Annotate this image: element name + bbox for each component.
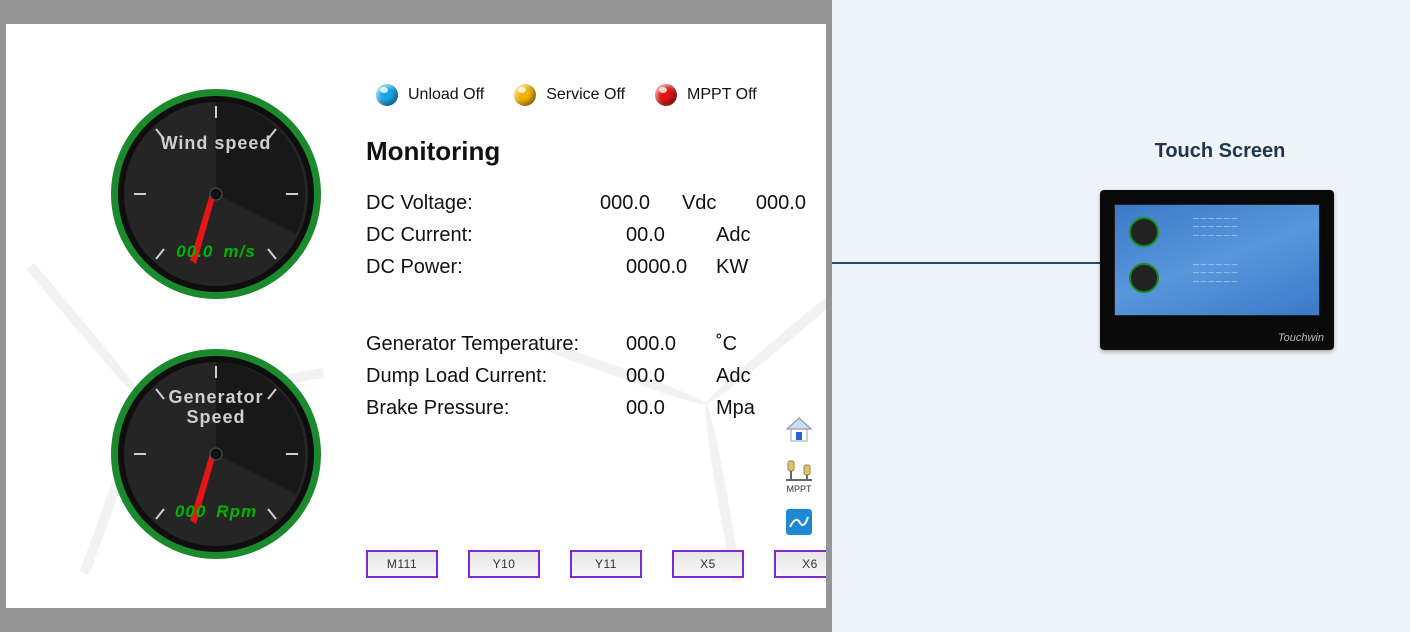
io-button-row: M111 Y10 Y11 X5 X6: [366, 550, 826, 578]
brake-pressure-label: Brake Pressure:: [366, 392, 626, 424]
io-button-x5[interactable]: X5: [672, 550, 744, 578]
hmi-screen: Wind speed 00.0m/s: [6, 24, 826, 608]
mppt-icon: [784, 458, 814, 482]
gauges-column: Wind speed 00.0m/s: [106, 84, 346, 604]
side-icon-bar: MPPT: [776, 412, 822, 540]
gauge-generator-speed-value: 000Rpm: [106, 502, 326, 522]
monitoring-title: Monitoring: [366, 136, 806, 167]
brake-pressure-row: Brake Pressure: 00.0 Mpa: [366, 392, 806, 424]
dc-voltage-extra: 000.0: [756, 187, 806, 219]
status-leds-row: Unload Off Service Off MPPT Off: [376, 84, 806, 106]
dc-voltage-row: DC Voltage: 000.0 Vdc 000.0: [366, 187, 806, 219]
led-service-icon: [514, 84, 536, 106]
home-icon: [784, 416, 814, 444]
dc-current-row: DC Current: 00.0 Adc: [366, 219, 806, 251]
dump-current-unit: Adc: [716, 360, 776, 392]
gauge-wind-speed-value: 00.0m/s: [106, 242, 326, 262]
status-unload: Unload Off: [376, 84, 484, 106]
status-mppt-label: MPPT Off: [687, 86, 757, 104]
dump-current-label: Dump Load Current:: [366, 360, 626, 392]
dump-current-value: 00.0: [626, 360, 706, 392]
dc-voltage-value: 000.0: [600, 187, 672, 219]
status-mppt: MPPT Off: [655, 84, 757, 106]
gauge-wind-speed: Wind speed 00.0m/s: [106, 84, 326, 304]
touch-screen-device: — — — — — —— — — — — —— — — — — — — — — …: [1100, 190, 1334, 350]
gauge-generator-speed: Generator Speed 000Rpm: [106, 344, 326, 564]
status-unload-label: Unload Off: [408, 86, 484, 104]
home-button[interactable]: [781, 412, 817, 448]
gen-temp-row: Generator Temperature: 000.0 ˚C: [366, 328, 806, 360]
dump-current-row: Dump Load Current: 00.0 Adc: [366, 360, 806, 392]
io-button-x6[interactable]: X6: [774, 550, 826, 578]
dc-power-row: DC Power: 0000.0 KW: [366, 251, 806, 283]
dc-current-label: DC Current:: [366, 219, 626, 251]
screen-frame: Wind speed 00.0m/s: [0, 0, 832, 632]
dc-power-unit: KW: [716, 251, 776, 283]
gen-temp-unit: ˚C: [716, 328, 776, 360]
touch-screen-display: — — — — — —— — — — — —— — — — — — — — — …: [1114, 204, 1320, 316]
io-button-m111[interactable]: M111: [366, 550, 438, 578]
device-brand-label: Touchwin: [1278, 332, 1324, 344]
status-service: Service Off: [514, 84, 625, 106]
led-mppt-icon: [655, 84, 677, 106]
touch-screen-title: Touch Screen: [1090, 140, 1350, 163]
gen-temp-value: 000.0: [626, 328, 706, 360]
brake-pressure-unit: Mpa: [716, 392, 776, 424]
gauge-generator-speed-title: Generator Speed: [106, 388, 326, 428]
mppt-button-label: MPPT: [786, 484, 811, 494]
dc-power-value: 0000.0: [626, 251, 706, 283]
gen-temp-label: Generator Temperature:: [366, 328, 626, 360]
dc-current-value: 00.0: [626, 219, 706, 251]
dc-voltage-label: DC Voltage:: [366, 187, 600, 219]
app-button[interactable]: [781, 504, 817, 540]
led-unload-icon: [376, 84, 398, 106]
io-button-y10[interactable]: Y10: [468, 550, 540, 578]
mppt-button[interactable]: MPPT: [781, 458, 817, 494]
app-icon: [784, 507, 814, 537]
dc-current-unit: Adc: [716, 219, 776, 251]
dc-readings: DC Voltage: 000.0 Vdc 000.0 DC Current: …: [366, 187, 806, 283]
io-button-y11[interactable]: Y11: [570, 550, 642, 578]
dc-voltage-unit: Vdc: [682, 187, 736, 219]
gauge-wind-speed-title: Wind speed: [106, 134, 326, 154]
gen-readings: Generator Temperature: 000.0 ˚C Dump Loa…: [366, 328, 806, 424]
status-service-label: Service Off: [546, 86, 625, 104]
connector-line: [832, 262, 1100, 264]
monitoring-panel: Unload Off Service Off MPPT Off Monitori…: [366, 84, 806, 454]
dc-power-label: DC Power:: [366, 251, 626, 283]
brake-pressure-value: 00.0: [626, 392, 706, 424]
